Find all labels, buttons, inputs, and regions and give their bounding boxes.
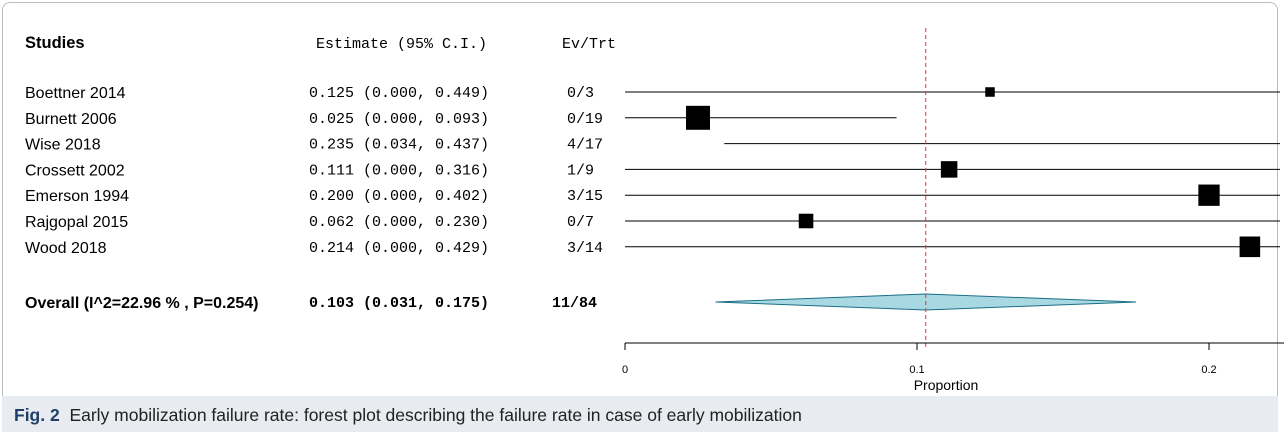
figure-caption: Fig. 2 Early mobilization failure rate: …: [14, 405, 802, 426]
point-estimate-marker: [1198, 184, 1220, 206]
study-name: Rajgopal 2015: [25, 214, 128, 231]
study-name: Wood 2018: [25, 240, 107, 257]
study-name: Crossett 2002: [25, 162, 125, 179]
header-estimate: Estimate (95% C.I.): [316, 36, 487, 53]
caption-label: Fig. 2: [14, 405, 60, 425]
study-estimate: 0.214 (0.000, 0.429): [309, 240, 489, 257]
caption-bar: [2, 396, 1278, 432]
point-estimate-marker: [940, 161, 958, 178]
overall-label: Overall (I^2=22.96 % , P=0.254): [25, 295, 259, 312]
point-estimate-marker: [985, 87, 995, 97]
study-name: Wise 2018: [25, 137, 101, 154]
x-tick-label: 0.2: [1201, 364, 1216, 376]
study-evtrt: 0/3: [567, 85, 594, 102]
x-tick-label: 0: [622, 364, 628, 376]
study-evtrt: 3/15: [567, 188, 603, 205]
study-evtrt: 0/19: [567, 111, 603, 128]
study-evtrt: 1/9: [567, 162, 594, 179]
study-name: Emerson 1994: [25, 188, 129, 205]
caption-text: Early mobilization failure rate: forest …: [69, 405, 802, 425]
study-estimate: 0.062 (0.000, 0.230): [309, 214, 489, 231]
point-estimate-marker: [1239, 236, 1261, 258]
study-estimate: 0.025 (0.000, 0.093): [309, 111, 489, 128]
point-estimate-marker: [798, 213, 814, 229]
study-estimate: 0.200 (0.000, 0.402): [309, 188, 489, 205]
overall-estimate: 0.103 (0.031, 0.175): [309, 295, 489, 312]
study-estimate: 0.235 (0.034, 0.437): [309, 137, 489, 154]
study-evtrt: 0/7: [567, 214, 594, 231]
point-estimate-marker: [686, 105, 710, 130]
header-studies: Studies: [25, 34, 85, 52]
study-evtrt: 3/14: [567, 240, 603, 257]
x-axis-label: Proportion: [914, 377, 979, 393]
study-estimate: 0.125 (0.000, 0.449): [309, 85, 489, 102]
x-tick-label: 0.1: [909, 364, 924, 376]
study-name: Burnett 2006: [25, 111, 117, 128]
overall-evtrt: 11/84: [552, 295, 597, 312]
study-estimate: 0.111 (0.000, 0.316): [309, 162, 489, 179]
study-evtrt: 4/17: [567, 137, 603, 154]
header-evtrt: Ev/Trt: [562, 36, 616, 53]
study-name: Boettner 2014: [25, 85, 126, 102]
